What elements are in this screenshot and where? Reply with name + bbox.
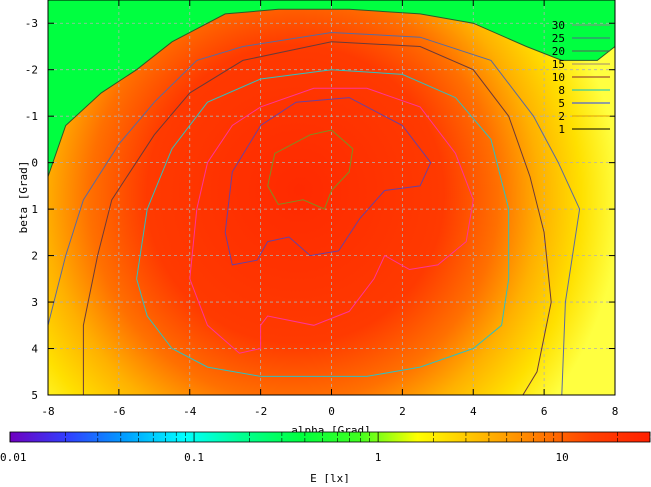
legend-label: 10	[552, 71, 565, 84]
x-tick-label: -4	[183, 405, 197, 418]
colorbar-label: E [lx]	[310, 472, 350, 483]
y-tick-label: -1	[25, 110, 38, 123]
colorbar-tick-label: 1	[375, 451, 382, 464]
legend-label: 8	[558, 84, 565, 97]
legend-label: 25	[552, 32, 565, 45]
y-axis-label: beta [Grad]	[17, 161, 30, 234]
y-tick-label: 2	[31, 250, 38, 263]
plot-area	[48, 0, 615, 395]
x-tick-label: -2	[254, 405, 267, 418]
contour-line-5	[82, 41, 552, 395]
x-tick-label: -8	[41, 405, 54, 418]
legend-label: 15	[552, 58, 565, 71]
legend-label: 5	[558, 97, 565, 110]
legend-label: 1	[558, 123, 565, 136]
colorbar-tick-label: 10	[556, 451, 569, 464]
colorbar-minor-ticks	[65, 432, 651, 442]
legend-label: 2	[558, 110, 565, 123]
y-tick-label: 3	[31, 296, 38, 309]
contour-line-10	[136, 69, 510, 377]
legend-label: 20	[552, 45, 565, 58]
colorbar-tick-label: 0.01	[0, 451, 27, 464]
contour-line-1	[48, 8, 615, 177]
x-tick-label: 8	[612, 405, 619, 418]
x-tick-label: 4	[470, 405, 477, 418]
y-tick-label: -3	[25, 17, 38, 30]
x-tick-label: 2	[399, 405, 406, 418]
colorbar-tick-label: 0.1	[184, 451, 204, 464]
colorbar: 0.01 0.1 1 10 E [lx]	[0, 431, 651, 485]
y-tick-label: 4	[31, 343, 38, 356]
contour-lines	[48, 8, 615, 395]
x-tick-label: -6	[112, 405, 125, 418]
legend-label: 30	[552, 19, 565, 32]
y-tick-label: 1	[31, 203, 38, 216]
y-tick-label: 5	[31, 389, 38, 402]
contour-line-15	[189, 87, 474, 354]
contour-line-2	[48, 31, 581, 395]
x-tick-label: 0	[328, 405, 335, 418]
illuminance-field	[48, 9, 615, 395]
y-tick-label: 0	[31, 157, 38, 170]
x-axis-ticks: -8 -6 -4 -2 0 2 4 6 8	[41, 0, 618, 418]
colorbar-tick-labels: 0.01 0.1 1 10	[0, 432, 569, 464]
y-tick-label: -2	[25, 64, 38, 77]
contour-line-30	[267, 129, 354, 210]
contour-line-20	[224, 97, 432, 266]
x-tick-label: 6	[541, 405, 548, 418]
